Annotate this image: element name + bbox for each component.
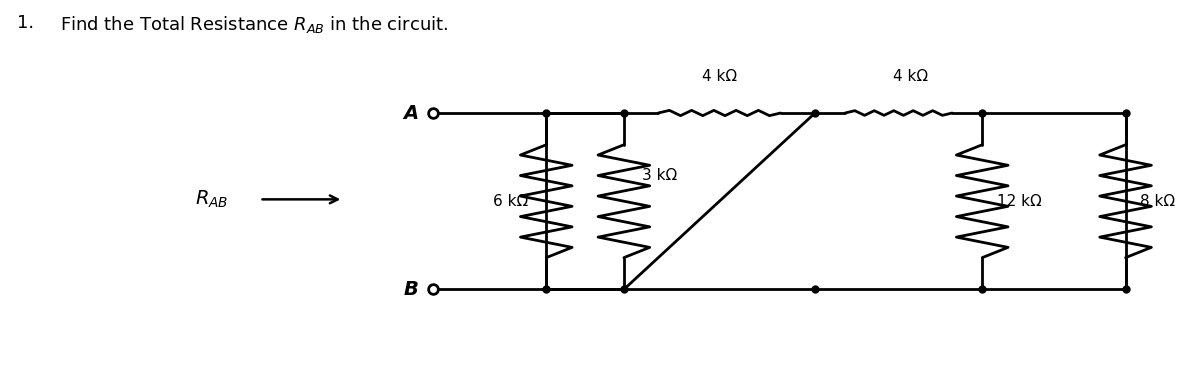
- Text: 1.: 1.: [17, 14, 35, 32]
- Text: 6 kΩ: 6 kΩ: [493, 194, 528, 209]
- Text: 12 kΩ: 12 kΩ: [996, 194, 1042, 209]
- Text: 4 kΩ: 4 kΩ: [893, 69, 928, 84]
- Text: 3 kΩ: 3 kΩ: [642, 168, 677, 183]
- Text: Find the Total Resistance $R_{AB}$ in the circuit.: Find the Total Resistance $R_{AB}$ in th…: [60, 14, 449, 35]
- Text: B: B: [403, 280, 419, 299]
- Text: 4 kΩ: 4 kΩ: [702, 69, 737, 84]
- Text: A: A: [403, 104, 419, 122]
- Text: 8 kΩ: 8 kΩ: [1140, 194, 1175, 209]
- Text: $R_{AB}$: $R_{AB}$: [196, 189, 228, 210]
